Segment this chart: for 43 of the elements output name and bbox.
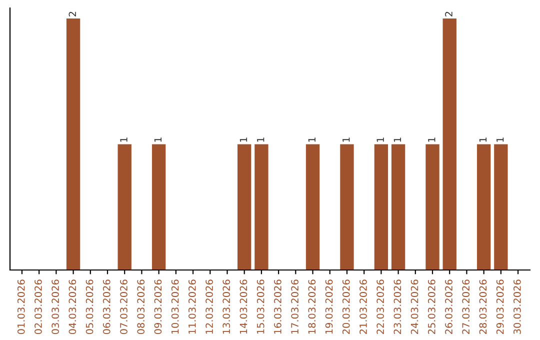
x-tick-label: 29.03.2026	[496, 280, 504, 334]
x-tick-label: 08.03.2026	[137, 280, 145, 334]
data-label: 1	[342, 138, 350, 142]
x-tick-label: 06.03.2026	[102, 280, 110, 334]
data-label: 1	[376, 138, 384, 142]
x-tick-label: 16.03.2026	[274, 280, 282, 334]
x-tick-label: 07.03.2026	[120, 280, 128, 334]
data-label: 1	[154, 138, 162, 142]
data-label: 1	[394, 138, 401, 142]
data-label: 1	[496, 138, 504, 142]
data-label: 1	[308, 138, 316, 142]
x-tick-label: 27.03.2026	[462, 280, 470, 334]
x-tick-label: 11.03.2026	[188, 280, 196, 334]
x-tick-label: 17.03.2026	[291, 280, 298, 334]
x-tick-label: 05.03.2026	[86, 280, 94, 334]
x-tick-label: 02.03.2026	[34, 280, 42, 334]
data-label: 1	[120, 138, 128, 142]
x-tick-label: 10.03.2026	[171, 280, 179, 334]
data-label: 1	[257, 138, 264, 142]
x-tick-label: 22.03.2026	[376, 280, 384, 334]
x-tick-label: 21.03.2026	[360, 280, 367, 334]
x-tick-label: 19.03.2026	[325, 280, 333, 334]
x-tick-label: 03.03.2026	[52, 280, 60, 334]
x-tick-label: 01.03.2026	[17, 280, 25, 334]
x-tick-label: 28.03.2026	[479, 280, 487, 334]
data-label: 1	[479, 138, 486, 142]
x-tick-label: 14.03.2026	[240, 280, 248, 334]
x-tick-label: 30.03.2026	[513, 280, 521, 334]
x-tick-label: 04.03.2026	[68, 280, 76, 334]
data-label: 2	[445, 12, 452, 16]
x-tick-label: 25.03.2026	[428, 280, 436, 334]
x-tick-label: 12.03.2026	[206, 280, 213, 334]
x-tick-label: 18.03.2026	[308, 280, 316, 334]
x-tick-label: 09.03.2026	[154, 280, 162, 334]
x-tick-label: 13.03.2026	[222, 280, 230, 334]
data-label: 2	[68, 12, 76, 16]
x-tick-label: 24.03.2026	[410, 280, 418, 334]
x-tick-label: 23.03.2026	[394, 280, 402, 334]
data-label: 1	[428, 138, 436, 142]
x-tick-label: 20.03.2026	[342, 280, 350, 334]
x-tick-label: 26.03.2026	[445, 280, 452, 334]
x-tick-label: 15.03.2026	[256, 280, 264, 334]
data-label: 1	[240, 138, 248, 142]
